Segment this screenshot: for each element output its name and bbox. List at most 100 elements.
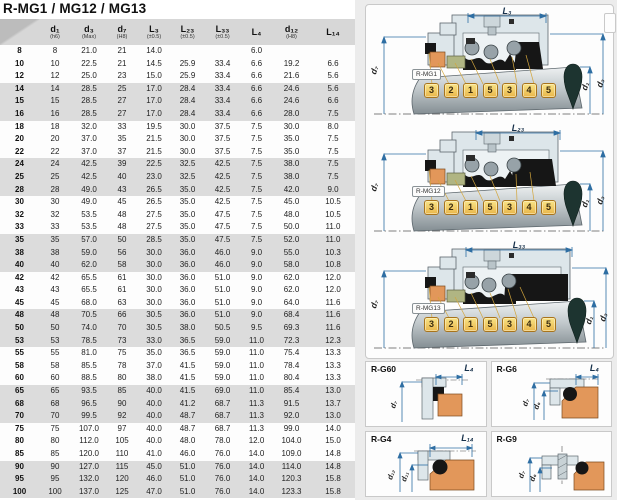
col-label: L₂₃ — [180, 23, 195, 34]
table-cell: 6.6 — [311, 57, 355, 71]
table-cell: 43 — [107, 183, 137, 197]
table-cell: 14.0 — [241, 460, 272, 474]
table-cell: 12.0 — [311, 284, 355, 297]
table-cell: 47.0 — [137, 485, 171, 499]
callout-number: 2 — [443, 317, 459, 332]
table-cell: 40.0 — [137, 385, 171, 398]
row-size-label: 18 — [0, 120, 39, 134]
table-cell: 80 — [107, 372, 137, 386]
table-cell: 55.0 — [272, 246, 311, 260]
table-cell: 30.0 — [171, 145, 204, 159]
table-cell: 75 — [39, 422, 71, 436]
table-cell: 59.0 — [204, 372, 241, 386]
table-row: 25 25 42.5 40 23.0 32.5 42.5 7.5 38.0 7.5 — [0, 170, 355, 184]
row-size-label: 28 — [0, 183, 39, 197]
row-size-label: 68 — [0, 397, 39, 411]
table-cell: 38.0 — [137, 372, 171, 386]
table-cell: 90 — [107, 397, 137, 411]
table-cell: 51.0 — [204, 309, 241, 323]
row-size-label: 70 — [0, 410, 39, 423]
table-cell: 35.0 — [171, 233, 204, 247]
callout-row: 3 2 1 5 3 4 5 — [424, 317, 556, 332]
table-cell: 60 — [39, 372, 71, 386]
table-cell: 28.4 — [171, 95, 204, 108]
table-cell: 53.5 — [71, 221, 107, 234]
table-cell: 78.5 — [71, 334, 107, 348]
table-cell: 51.0 — [171, 460, 204, 474]
table-cell: 57.0 — [71, 233, 107, 247]
face-ring — [446, 55, 466, 69]
table-cell: 42.5 — [71, 170, 107, 184]
face-ring — [446, 172, 466, 186]
table-cell: 40 — [107, 170, 137, 184]
fluid-drop — [563, 63, 583, 111]
row-size-label: 16 — [0, 107, 39, 121]
table-cell: 51.0 — [171, 485, 204, 499]
table-cell: 65.5 — [71, 271, 107, 285]
table-cell: 36.0 — [171, 246, 204, 260]
detail-card-rg9: R-G9 d₇ — [490, 431, 612, 497]
table-cell: 114.0 — [272, 460, 311, 474]
table-cell — [311, 45, 355, 58]
model-label: R-MG12 — [412, 186, 445, 197]
dimension-lines — [526, 456, 552, 492]
table-cell: 8 — [39, 45, 71, 58]
table-cell: 75.4 — [272, 347, 311, 360]
table-cell: 51.0 — [171, 473, 204, 486]
table-cell: 38 — [39, 246, 71, 260]
table-cell: 70 — [39, 410, 71, 423]
col-label: d₁₂ — [284, 23, 299, 34]
col-label: d₇ — [117, 23, 127, 34]
row-size-label: 15 — [0, 95, 39, 108]
table-cell: 15.8 — [311, 473, 355, 486]
table-row: 20 20 37.0 35 21.5 30.0 37.5 7.5 35.0 7.5 — [0, 133, 355, 146]
table-cell: 76.0 — [204, 485, 241, 499]
table-cell: 65 — [39, 385, 71, 398]
table-cell: 14.8 — [311, 460, 355, 474]
row-size-label: 42 — [0, 271, 39, 285]
seat-section-rg60 — [399, 374, 468, 422]
table-cell: 30.0 — [272, 120, 311, 134]
callout-number: 4 — [521, 83, 537, 98]
table-cell: 120.3 — [272, 473, 311, 486]
table-cell: 48.7 — [171, 410, 204, 423]
table-cell: 14.0 — [137, 45, 171, 58]
table-cell: 26.5 — [137, 183, 171, 197]
table-cell: 58 — [39, 359, 71, 373]
table-cell: 13.3 — [311, 372, 355, 386]
seal-diagrams-card: L₃ d₇ d₁ d₃ R-MG1 3 2 1 5 3 4 5 — [365, 4, 616, 359]
row-size-label: 60 — [0, 372, 39, 386]
table-cell: 42.0 — [272, 183, 311, 197]
table-cell: 43 — [39, 284, 71, 297]
row-size-label: 58 — [0, 359, 39, 373]
row-size-label: 25 — [0, 170, 39, 184]
row-size-label: 35 — [0, 233, 39, 247]
table-cell: 112.0 — [71, 435, 107, 448]
table-cell: 68.7 — [204, 410, 241, 423]
table-cell: 11.3 — [241, 422, 272, 436]
table-row: 53 53 78.5 73 33.0 36.5 59.0 11.0 72.3 12.3 — [0, 334, 355, 348]
table-cell: 41.0 — [137, 448, 171, 461]
table-cell — [204, 45, 241, 58]
table-cell: 19.5 — [137, 120, 171, 134]
table-cell: 37.0 — [71, 145, 107, 159]
table-cell: 85.4 — [272, 385, 311, 398]
table-cell: 37.5 — [204, 145, 241, 159]
table-cell: 6.6 — [241, 95, 272, 108]
table-cell: 9.0 — [241, 284, 272, 297]
table-cell: 59.0 — [204, 359, 241, 373]
table-cell: 28.5 — [137, 233, 171, 247]
table-cell: 28.4 — [171, 82, 204, 96]
table-cell: 39 — [107, 158, 137, 171]
table-cell: 38.0 — [272, 158, 311, 171]
callout-number: 2 — [443, 200, 459, 215]
table-cell: 21.0 — [71, 45, 107, 58]
table-cell: 40.0 — [137, 397, 171, 411]
table-cell: 40.0 — [137, 410, 171, 423]
col-tolerance: (±0.5) — [180, 33, 195, 40]
table-cell: 36.0 — [171, 284, 204, 297]
corner-cell — [0, 19, 39, 45]
table-cell: 6.6 — [241, 57, 272, 71]
table-cell: 35.0 — [171, 196, 204, 209]
table-cell: 33 — [39, 221, 71, 234]
